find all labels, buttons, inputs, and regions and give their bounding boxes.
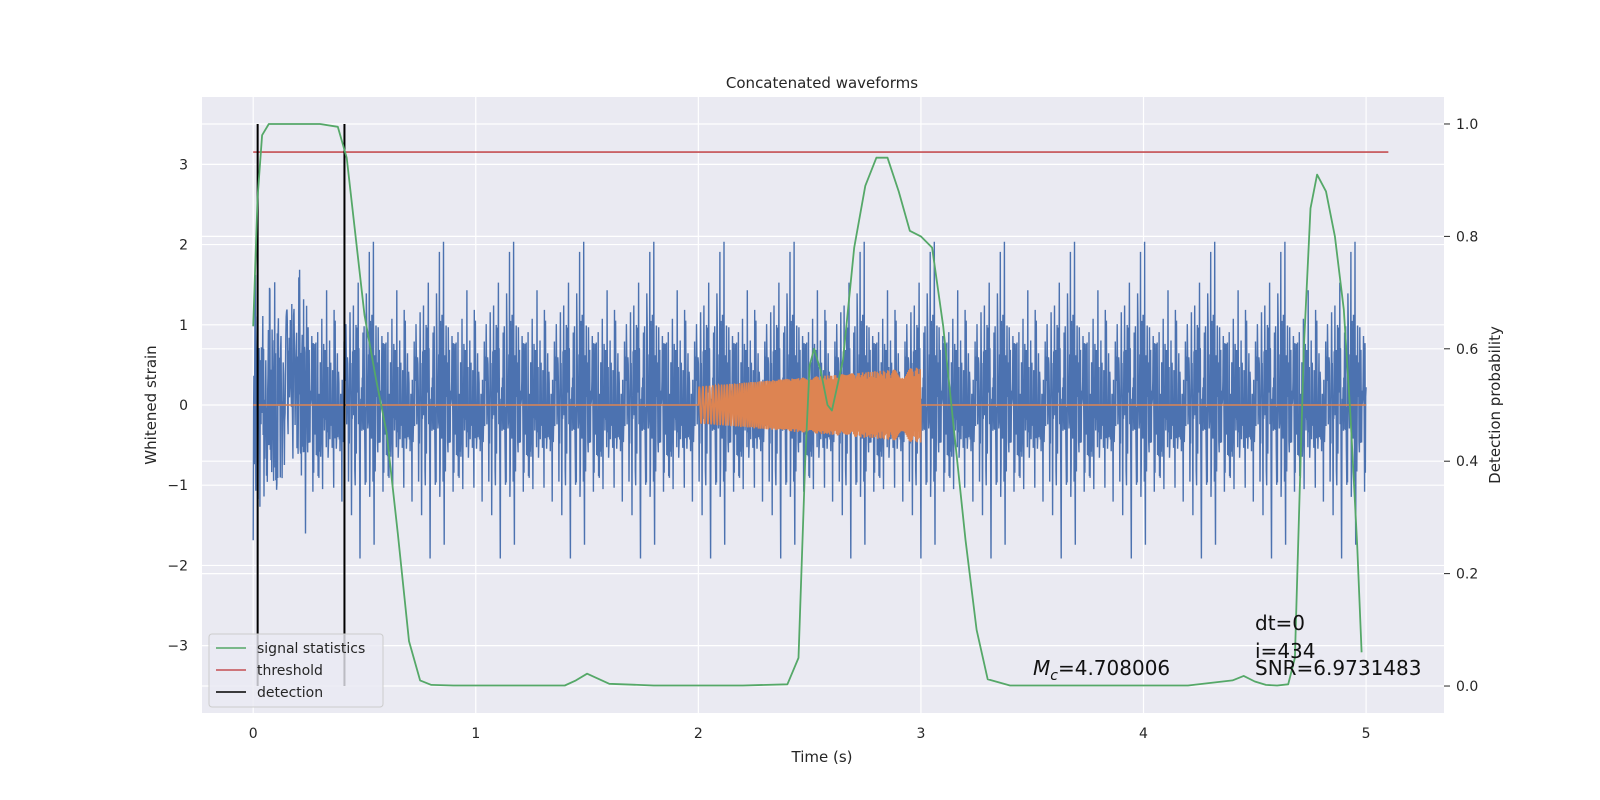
y-tick-label: −3 [167,639,188,655]
legend-box [208,633,384,708]
y-axis-ticks: −3 −2 −1 0 1 2 3 [167,157,188,654]
x-tick-label: 3 [916,726,925,742]
annotation-i: i=434 [1255,639,1316,663]
x-axis-label: Time (s) [791,748,853,766]
y-tick-label: −2 [167,558,188,574]
strain-trace [252,241,1367,559]
y2-tick-label: 0.2 [1456,567,1478,583]
x-tick-label: 2 [694,726,703,742]
y2-tick-label: 1.0 [1456,117,1478,133]
annotation-snr: SNR=6.9731483 [1255,656,1421,680]
annotation-dt: dt=0 [1255,611,1305,635]
annotation-mass-symbol: M [1033,656,1050,680]
signal-statistics-line [252,123,1363,687]
overlay-lines [252,123,1389,687]
annotation-mass-value: =4.708006 [1058,656,1170,680]
y2-tick-label: 0.8 [1456,229,1478,245]
annotation-mass-subscript: c [1050,668,1058,684]
x-tick-label: 5 [1362,726,1371,742]
y-axis-label: Whitened strain [142,345,160,464]
chirp-trace-path [253,367,1367,443]
y-tick-label: 1 [179,318,188,334]
legend-label-detection: detection [257,685,323,701]
legend: signal statistics threshold detection [208,633,384,708]
y-tick-label: 3 [179,157,188,173]
y2-tick-label: 0.6 [1456,342,1478,358]
y2-tick-label: 0.4 [1456,454,1478,470]
y2-axis-ticks: 0.0 0.2 0.4 0.6 0.8 1.0 [1444,117,1478,695]
x-tick-label: 1 [471,726,480,742]
x-tick-label: 0 [249,726,258,742]
y-tick-label: 2 [179,238,188,254]
chirp-trace [253,367,1367,443]
y2-tick-label: 0.0 [1456,679,1478,695]
x-axis-ticks: 0 1 2 3 4 5 [249,726,1371,742]
annotation-chirp-mass: Mc=4.708006 [1033,656,1170,684]
chart-title: Concatenated waveforms [726,74,918,92]
legend-label-threshold: threshold [257,663,323,679]
legend-label-signal: signal statistics [257,641,365,657]
y-tick-label: 0 [179,398,188,414]
y2-axis-label: Detection probability [1486,326,1504,484]
x-tick-label: 4 [1139,726,1148,742]
strain-trace-path [252,241,1367,559]
y-tick-label: −1 [167,478,188,494]
